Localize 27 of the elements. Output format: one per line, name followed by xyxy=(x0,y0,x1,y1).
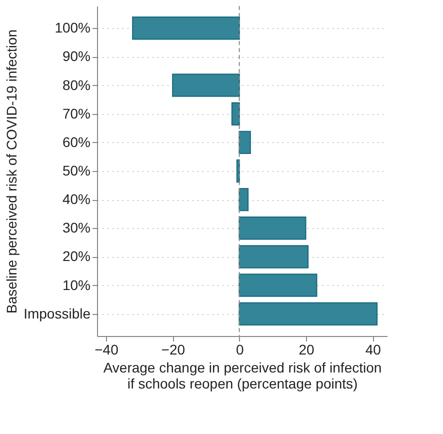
bar xyxy=(238,274,318,297)
y-tick-label: 70% xyxy=(62,105,90,122)
y-tick-label: 60% xyxy=(62,134,90,150)
x-tick-label: 40 xyxy=(365,342,382,358)
bar xyxy=(172,74,240,97)
bar xyxy=(238,302,378,326)
bar xyxy=(238,216,306,240)
y-tick-label: 80% xyxy=(62,76,90,93)
x-tick-label: −40 xyxy=(94,342,119,358)
y-axis-title: Baseline perceived risk of COVID-19 infection xyxy=(4,29,20,314)
x-axis-title: Average change in perceived risk of infection if schools reopen (percentage points) xyxy=(103,360,382,392)
y-tick-label: Impossible xyxy=(24,305,91,322)
y-tick-label: 50% xyxy=(62,162,90,178)
bar xyxy=(238,130,251,154)
y-tick-label: 20% xyxy=(62,248,90,264)
bar xyxy=(132,16,240,40)
x-tick-label: −20 xyxy=(161,342,186,358)
y-tick-label: 30% xyxy=(62,220,90,236)
x-tick-label: 0 xyxy=(236,342,244,358)
y-tick-label: 10% xyxy=(62,276,90,293)
x-tick-label: 20 xyxy=(298,342,314,358)
bar xyxy=(231,102,240,126)
bar xyxy=(238,245,309,268)
y-tick-label: 40% xyxy=(62,191,90,208)
y-tick-label: 90% xyxy=(62,48,90,64)
bar xyxy=(238,188,249,212)
y-tick-label: 100% xyxy=(54,20,90,36)
